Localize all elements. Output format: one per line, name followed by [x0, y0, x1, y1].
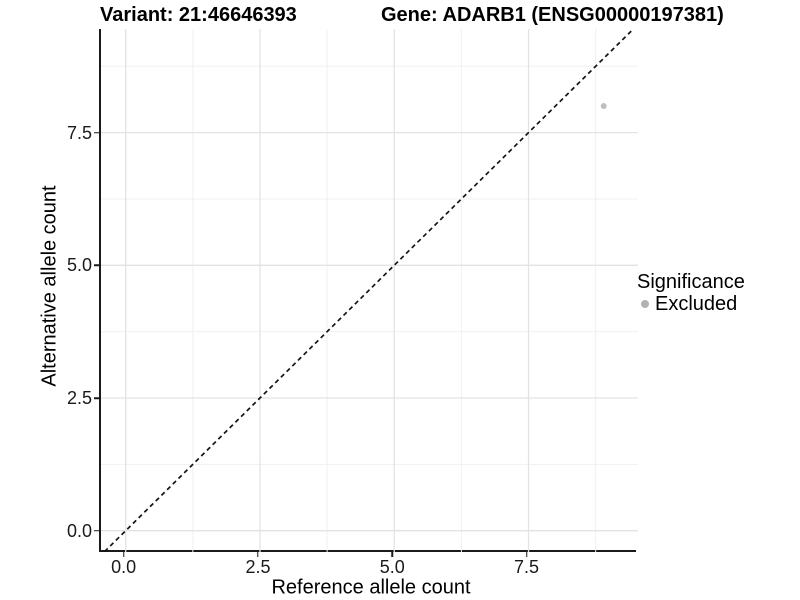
y-tick-mark	[94, 264, 99, 267]
y-tick-mark	[94, 397, 99, 399]
plot-panel	[99, 29, 638, 552]
x-tick-label: 7.5	[514, 557, 540, 577]
y-axis-title: Alternative allele count	[38, 185, 61, 387]
x-tick-mark	[122, 552, 125, 557]
excluded-point-icon	[641, 300, 649, 308]
x-tick-mark	[391, 552, 393, 557]
legend-item-label: Excluded	[655, 292, 738, 315]
x-axis-title: Reference allele count	[271, 576, 471, 599]
x-tick-label: 0.0	[111, 557, 137, 577]
x-tick-label: 2.5	[245, 557, 271, 577]
y-tick-mark	[94, 529, 99, 532]
y-tick-label: 7.5	[66, 122, 92, 143]
y-tick-mark	[94, 131, 99, 134]
x-tick-label: 5.0	[379, 557, 405, 577]
legend-title: Significance	[637, 271, 745, 293]
legend: Significance Excluded	[637, 271, 745, 315]
x-tick-mark	[525, 552, 528, 557]
legend-item-excluded: Excluded	[637, 292, 745, 315]
data-point	[600, 103, 607, 110]
identity-dashed-line	[102, 29, 635, 552]
x-tick-mark	[257, 552, 259, 557]
y-tick-label: 5.0	[66, 255, 92, 276]
legend-key	[637, 296, 653, 312]
y-tick-label: 0.0	[66, 520, 92, 541]
y-tick-label: 2.5	[66, 388, 92, 408]
variant-title: Variant: 21:46646393	[100, 4, 297, 26]
gene-title: Gene: ADARB1 (ENSG00000197381)	[381, 4, 724, 26]
